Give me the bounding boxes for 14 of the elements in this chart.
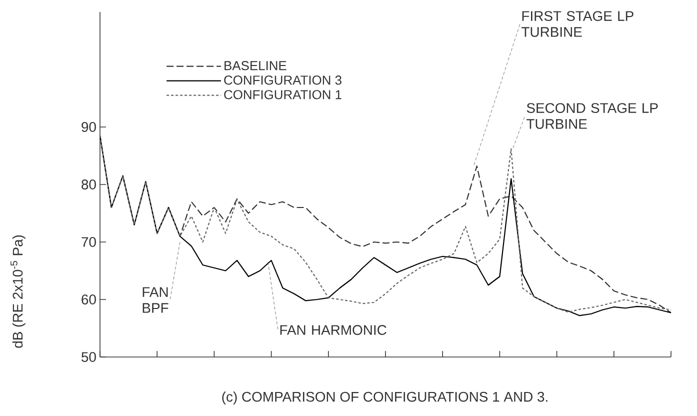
annotation: FAN HARMONIC bbox=[280, 325, 386, 335]
y-tick-label: 50 bbox=[82, 352, 96, 362]
y-tick-label: 80 bbox=[82, 180, 96, 190]
text: (c) COMPARISON OF CONFIGURATIONS 1 AND 3. bbox=[222, 392, 548, 404]
y-tick-label: 90 bbox=[82, 122, 96, 132]
legend-label: CONFIGURATION 3 bbox=[224, 76, 342, 85]
y-tick-label: 70 bbox=[82, 237, 96, 247]
annotation: SECOND STAGE LP TURBINE bbox=[526, 103, 658, 129]
y-tick-label: 60 bbox=[82, 294, 96, 304]
annotation: FIRST STAGE LP TURBINE bbox=[522, 11, 634, 37]
legend-label: CONFIGURATION 1 bbox=[224, 90, 342, 100]
annotation: FAN BPF bbox=[142, 287, 168, 313]
legend-label: BASELINE bbox=[224, 61, 286, 70]
y-axis-title: dB (RE 2x10$^{-5}$ Pa) bbox=[10, 235, 26, 348]
